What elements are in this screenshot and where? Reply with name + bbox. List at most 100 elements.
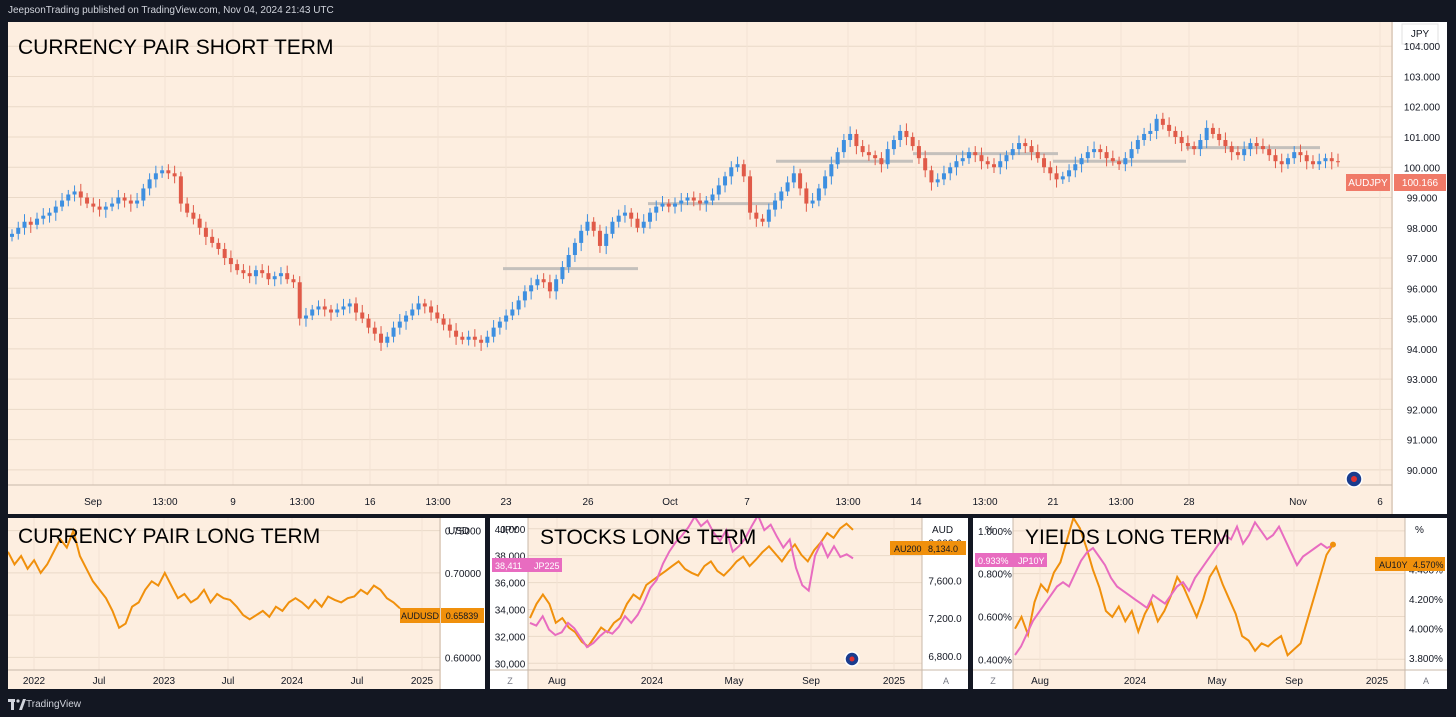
yields-line-chart[interactable]: % % 1.000% 0.800% 0.600% 0.400% 4.400% 4.200… [973, 518, 1447, 689]
candle [372, 321, 377, 341]
candle [241, 264, 246, 279]
candle [85, 192, 90, 209]
y-tick-6: 98.000 [1407, 224, 1438, 235]
candle [1035, 144, 1040, 163]
candle [1323, 153, 1328, 169]
p2-left-tick-0: 40,000 [495, 525, 526, 536]
stocks-long-term-panel[interactable]: JPY AUD 40,000 38,000 36,000 34,000 32,000 30… [490, 518, 968, 689]
candle [347, 298, 352, 314]
candle [585, 214, 590, 236]
australia-flag-icon[interactable] [844, 651, 860, 667]
candle [773, 192, 778, 217]
candle [253, 265, 258, 285]
p1-y-tick-0: 0.75000 [445, 527, 482, 538]
candle [1079, 153, 1084, 173]
main-chart-panel[interactable]: JPY 104.000 103.000 102.000 101.000 100.000 9… [8, 22, 1447, 514]
audusd-price: 0.65839 [446, 611, 479, 621]
last-price-tag [1394, 174, 1446, 191]
p2-right-tick-3: 6,800.0 [928, 652, 962, 663]
candle [616, 209, 621, 228]
candle [716, 177, 721, 201]
candle [1104, 146, 1109, 167]
x-tick-14: 13:00 [1108, 497, 1133, 508]
candle [866, 144, 871, 161]
candle [166, 164, 171, 180]
p1-x-tick-3: Jul [222, 676, 235, 687]
candle [116, 189, 121, 210]
candle [1017, 135, 1022, 155]
candle [891, 135, 896, 155]
candle [1279, 153, 1284, 173]
candle [491, 320, 496, 343]
x-tick-7: 26 [582, 497, 594, 508]
candle [985, 156, 990, 169]
candle [647, 208, 652, 229]
candle [666, 199, 671, 213]
candle [704, 196, 709, 212]
y-tick-5: 99.000 [1407, 194, 1438, 205]
candle [366, 314, 371, 334]
candle [754, 205, 759, 227]
candle [441, 314, 446, 331]
p3-auto-scale-button[interactable]: A [1423, 676, 1429, 686]
candle [685, 192, 690, 206]
p2-auto-scale-button[interactable]: A [943, 676, 949, 686]
candle [479, 335, 484, 351]
x-tick-12: 13:00 [972, 497, 997, 508]
p1-x-tick-1: Jul [93, 676, 106, 687]
candle [310, 304, 315, 321]
x-tick-8: Oct [662, 497, 678, 508]
p2-x-tick-2: May [725, 676, 744, 687]
p3-zoom-button[interactable]: Z [990, 676, 996, 686]
candle [1329, 152, 1334, 170]
candle [923, 150, 928, 178]
y-tick-11: 93.000 [1407, 375, 1438, 386]
australia-flag-icon[interactable] [1345, 470, 1363, 488]
candle [16, 221, 21, 240]
au10y-series-line [1014, 518, 1334, 657]
candle [228, 250, 233, 273]
audjpy-label-tag [1346, 174, 1390, 191]
yields-long-term-panel[interactable]: % % 1.000% 0.800% 0.600% 0.400% 4.400% 4.200… [973, 518, 1447, 689]
y-tick-7: 97.000 [1407, 254, 1438, 265]
candle [278, 267, 283, 285]
audjpy-candlestick-chart[interactable]: JPY 104.000 103.000 102.000 101.000 100.000 9… [8, 22, 1447, 514]
candle [522, 285, 527, 308]
y-tick-1: 103.000 [1404, 72, 1441, 83]
stocks-line-chart[interactable]: JPY AUD 40,000 38,000 36,000 34,000 32,000 30… [490, 518, 968, 689]
candle [1085, 146, 1090, 163]
p1-title: CURRENCY PAIR LONG TERM [18, 525, 320, 548]
audjpy-label: AUDJPY [1348, 178, 1388, 189]
candle [835, 147, 840, 169]
candle [172, 165, 177, 184]
candle [1185, 135, 1190, 151]
y-tick-12: 92.000 [1407, 405, 1438, 416]
candle [472, 329, 477, 347]
candle [1242, 141, 1247, 161]
candle [222, 242, 227, 265]
candle [916, 140, 921, 164]
au200-value: 8,134.0 [928, 544, 958, 554]
candle [316, 300, 321, 316]
candle [1129, 141, 1134, 167]
candle [785, 176, 790, 197]
candle [1204, 120, 1209, 149]
candle [904, 123, 909, 146]
candle [466, 330, 471, 346]
candle [635, 212, 640, 233]
x-tick-5: 13:00 [425, 497, 450, 508]
candle [354, 297, 359, 321]
candle [185, 197, 190, 218]
candle [122, 192, 127, 208]
p2-zoom-button[interactable]: Z [507, 676, 513, 686]
p1-currency: USD [448, 526, 469, 537]
jp225-series-line [529, 518, 854, 649]
candle [1148, 123, 1153, 141]
x-tick-2: 9 [230, 497, 236, 508]
candle [60, 192, 65, 212]
candle [554, 274, 559, 300]
candle [153, 165, 158, 188]
candle [898, 124, 903, 147]
